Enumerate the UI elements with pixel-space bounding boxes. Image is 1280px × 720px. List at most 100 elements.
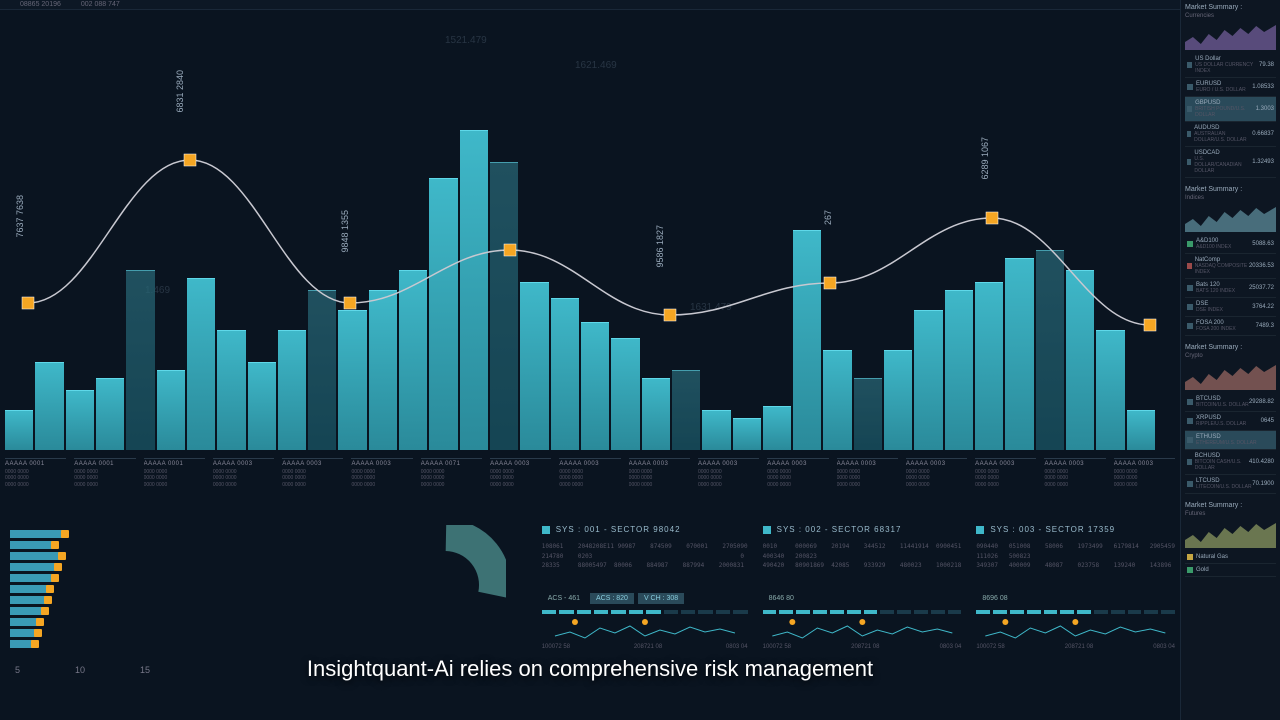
hbar — [10, 541, 55, 549]
hbar — [10, 585, 50, 593]
bar[interactable] — [308, 290, 336, 450]
strip-block: AAAAA 00010000 00000000 00000000 0000 — [74, 458, 135, 512]
bar[interactable] — [1036, 250, 1064, 450]
bar[interactable] — [1005, 258, 1033, 450]
strip-block: AAAAA 00030000 00000000 00000000 0000 — [1044, 458, 1105, 512]
bar[interactable] — [793, 230, 821, 450]
ticker-row[interactable]: A&D100A&D100 INDEX 5088.63 — [1185, 235, 1276, 254]
bar[interactable] — [551, 298, 579, 450]
strip-block: AAAAA 00030000 00000000 00000000 0000 — [975, 458, 1036, 512]
sys-progress — [763, 610, 962, 614]
ticker-row[interactable]: Bats 120BATS 120 INDEX 25037.72 — [1185, 279, 1276, 298]
bar[interactable] — [429, 178, 457, 450]
hbar — [10, 607, 45, 615]
summary-sub: Futures — [1185, 511, 1276, 517]
main-dashboard: 08865 20196 002 088 747 1521.4791621.469… — [0, 0, 1180, 720]
ticker-row[interactable]: XRPUSDRIPPLE/U.S. DOLLAR 0645 — [1185, 412, 1276, 431]
bar[interactable] — [611, 338, 639, 450]
ticker-row[interactable]: AUDUSDAUSTRALIAN DOLLAR/U.S. DOLLAR 0.66… — [1185, 122, 1276, 147]
bar-chart — [0, 30, 1160, 450]
bar[interactable] — [854, 378, 882, 450]
bar[interactable] — [338, 310, 366, 450]
ticker-row[interactable]: Natural Gas — [1185, 551, 1276, 564]
data-strip: AAAAA 00010000 00000000 00000000 0000AAA… — [0, 450, 1180, 520]
hbar — [10, 552, 62, 560]
bar[interactable] — [733, 418, 761, 450]
bar[interactable] — [96, 378, 124, 450]
bar[interactable] — [1127, 410, 1155, 450]
gauge-arc-icon — [386, 525, 506, 645]
bar[interactable] — [5, 410, 33, 450]
market-sidebar[interactable]: Market Summary : Currencies US DollarUS … — [1180, 0, 1280, 720]
bar[interactable] — [914, 310, 942, 450]
sys-title: SYS : 003 - SECTOR 17359 — [990, 525, 1115, 534]
summary-section: Market Summary : Crypto BTCUSDBITCOIN/U.… — [1185, 344, 1276, 494]
sys-dot-icon — [542, 526, 550, 534]
bar[interactable] — [763, 406, 791, 450]
bar[interactable] — [1096, 330, 1124, 450]
ticker-row[interactable]: USDCADU.S. DOLLAR/CANADIAN DOLLAR 1.3249… — [1185, 147, 1276, 178]
ticker-row[interactable]: BCHUSDBITCOIN CASH/U.S. DOLLAR 410.4280 — [1185, 450, 1276, 475]
ticker-indicator-icon — [1187, 159, 1191, 165]
main-chart[interactable]: 1521.4791621.4691631.4791.469 7637 76386… — [0, 10, 1180, 450]
sparkline — [1185, 362, 1276, 390]
bar[interactable] — [248, 362, 276, 450]
ticker-row[interactable]: GBPUSDBRITISH POUND/U.S. DOLLAR 1.3003 — [1185, 97, 1276, 122]
sparkline — [1185, 204, 1276, 232]
ticker-row[interactable]: DSEDSE INDEX 3764.22 — [1185, 298, 1276, 317]
topbar-seg: 002 088 747 — [81, 1, 120, 8]
bar[interactable] — [399, 270, 427, 450]
hbar — [10, 618, 40, 626]
bar[interactable] — [945, 290, 973, 450]
top-bar: 08865 20196 002 088 747 — [0, 0, 1180, 10]
bar[interactable] — [672, 370, 700, 450]
bar[interactable] — [702, 410, 730, 450]
bar[interactable] — [157, 370, 185, 450]
strip-block: AAAAA 00010000 00000000 00000000 0000 — [5, 458, 66, 512]
ticker-row[interactable]: EURUSDEURO / U.S. DOLLAR 1.08533 — [1185, 78, 1276, 97]
bar[interactable] — [975, 282, 1003, 450]
strip-block: AAAAA 00030000 00000000 00000000 0000 — [351, 458, 412, 512]
ticker-indicator-icon — [1187, 554, 1193, 560]
summary-title: Market Summary : — [1185, 344, 1276, 351]
bar[interactable] — [490, 162, 518, 450]
sys-tag[interactable]: ACS : 820 — [590, 593, 634, 604]
bar[interactable] — [187, 278, 215, 450]
ticker-indicator-icon — [1187, 323, 1193, 329]
ticker-row[interactable]: US DollarUS DOLLAR CURRENCY INDEX 79.38 — [1185, 53, 1276, 78]
bar[interactable] — [66, 390, 94, 450]
bar[interactable] — [581, 322, 609, 450]
bar[interactable] — [35, 362, 63, 450]
ticker-row[interactable]: FOSA 200FOSA 200 INDEX 7489.3 — [1185, 317, 1276, 336]
bar[interactable] — [126, 270, 154, 450]
ticker-indicator-icon — [1187, 62, 1192, 68]
bar[interactable] — [1066, 270, 1094, 450]
bar[interactable] — [217, 330, 245, 450]
sys-tag[interactable]: 8696 08 — [976, 593, 1013, 604]
strip-block: AAAAA 00030000 00000000 00000000 0000 — [837, 458, 898, 512]
sys-tag[interactable]: V CH : 308 — [638, 593, 684, 604]
ticker-row[interactable]: Gold — [1185, 564, 1276, 577]
bar[interactable] — [642, 378, 670, 450]
ticker-row[interactable]: NatCompNASDAQ COMPOSITE INDEX 20336.53 — [1185, 254, 1276, 279]
bar[interactable] — [278, 330, 306, 450]
strip-block: AAAAA 00030000 00000000 00000000 0000 — [1114, 458, 1175, 512]
bar[interactable] — [460, 130, 488, 450]
sys-title: SYS : 001 - SECTOR 98042 — [556, 525, 681, 534]
bar[interactable] — [520, 282, 548, 450]
strip-block: AAAAA 00030000 00000000 00000000 0000 — [490, 458, 551, 512]
ticker-row[interactable]: ETHUSDETHEREUM/U.S. DOLLAR — [1185, 431, 1276, 450]
strip-block: AAAAA 00030000 00000000 00000000 0000 — [906, 458, 967, 512]
sparkline — [1185, 22, 1276, 50]
ticker-indicator-icon — [1187, 567, 1193, 573]
bar[interactable] — [369, 290, 397, 450]
ticker-indicator-icon — [1187, 84, 1193, 90]
sys-tag[interactable]: 8646 80 — [763, 593, 800, 604]
ticker-row[interactable]: BTCUSDBITCOIN/U.S. DOLLAR 29288.82 — [1185, 393, 1276, 412]
strip-block: AAAAA 00030000 00000000 00000000 0000 — [282, 458, 343, 512]
ticker-row[interactable]: LTCUSDLITECOIN/U.S. DOLLAR 70.1900 — [1185, 475, 1276, 494]
sys-tag[interactable]: ACS - 461 — [542, 593, 586, 604]
bar[interactable] — [823, 350, 851, 450]
topbar-seg: 08865 20196 — [20, 1, 61, 8]
bar[interactable] — [884, 350, 912, 450]
